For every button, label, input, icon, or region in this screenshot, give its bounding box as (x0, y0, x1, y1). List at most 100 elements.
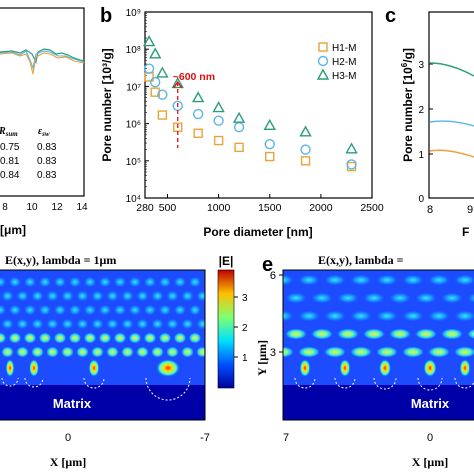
panel-letter-b: b (100, 5, 112, 27)
field-lobe (402, 274, 424, 286)
legend-marker-square (318, 42, 328, 52)
panel-c: c Pore number [106/g] 3 2 1 0 8 9 F (385, 5, 474, 239)
legend: H1-M H2-M H3-M (316, 42, 356, 82)
field-lobe (46, 290, 59, 302)
x-tick-label: 2500 (360, 202, 384, 214)
field-lobe (143, 276, 157, 288)
panel-c-x-tick: 8 (427, 204, 433, 216)
panel-e-y-label: Y [μm] (255, 340, 269, 376)
field-lobe (113, 276, 127, 288)
pore-outline (1, 377, 19, 387)
field-lobe (259, 329, 281, 340)
field-lobe (98, 332, 112, 344)
field-lobe (298, 310, 320, 322)
panel-d: E(x,y), lambda = 1μm Matrix 0 -7 X [μm] … (0, 253, 248, 469)
field-hotspot (339, 359, 351, 377)
data-point-triangle (299, 125, 312, 137)
field-lobe (311, 292, 333, 304)
field-lobe (283, 274, 294, 286)
panel-d-title: E(x,y), lambda = 1μm (5, 253, 116, 267)
y-tick-label: 10⁷ (126, 82, 141, 93)
panel-c-y-tick: 2 (418, 105, 424, 116)
field-lobe (113, 304, 127, 316)
data-point-square (265, 151, 275, 162)
field-lobe (68, 276, 82, 288)
data-point-triangle (232, 111, 246, 123)
panel-d-x-tick: 0 (65, 432, 71, 444)
data-point-square (234, 142, 244, 153)
field-lobe (136, 318, 149, 330)
field-lobe (363, 328, 385, 340)
panel-c-x-label: F (462, 225, 469, 239)
field-lobe (83, 332, 97, 344)
field-lobe (259, 293, 281, 304)
panel-e-matrix-block (283, 385, 474, 420)
field-lobe (151, 290, 164, 302)
field-lobe (83, 276, 97, 288)
field-lobe (350, 274, 372, 286)
field-lobe (415, 328, 437, 340)
data-point-triangle (171, 77, 184, 89)
field-lobe (46, 346, 59, 358)
x-axis-label: Pore diameter [nm] (203, 225, 312, 239)
colorbar-tick: 1 (242, 353, 248, 364)
field-lobe (98, 304, 112, 316)
field-lobe (196, 318, 205, 330)
field-lobe (121, 318, 134, 330)
panel-c-y-label: Pore number [10 (401, 67, 415, 162)
data-point-square (157, 110, 168, 120)
table-header-e: ε (38, 126, 43, 137)
legend-label: H3-M (332, 71, 356, 82)
y-tick-label: 10⁹ (126, 8, 141, 19)
field-lobe (181, 290, 194, 302)
y-tick-label: 10⁵ (126, 157, 141, 168)
panel-c-y-tick: 1 (418, 150, 424, 161)
field-lobe (143, 332, 157, 344)
pore-outlines (294, 377, 474, 391)
panel-d-frame (0, 269, 206, 421)
table-cell: 0.84 (0, 170, 20, 181)
field-lobe (196, 290, 205, 302)
panel-c-y-label-sup: 6 (400, 62, 409, 67)
table-header-r-sub: sum (5, 130, 19, 138)
field-lobe (188, 304, 202, 316)
panel-a-x-label: [μm] (0, 223, 26, 237)
data-point-circle (233, 122, 245, 133)
field-lobe (76, 346, 89, 358)
data-point-circle (157, 89, 168, 100)
panel-e-x-label: X [μm] (412, 455, 448, 469)
svg-text:Rsum: Rsum (0, 126, 18, 138)
colorbar-tick: 3 (242, 293, 248, 304)
table-header-r: R (0, 126, 6, 137)
field-lobe (68, 332, 82, 344)
panel-d-matrix-label: Matrix (53, 396, 92, 411)
field-lobe (61, 346, 74, 358)
x-tick-label: 2000 (309, 202, 333, 214)
panel-c-y-tick: 3 (418, 60, 424, 71)
panel-c-x-tick: 9 (467, 204, 473, 216)
data-point-square (300, 156, 311, 166)
field-hotspot (5, 359, 15, 377)
field-lobe (83, 304, 97, 316)
field-hotspot (423, 359, 437, 377)
field-hotspot (299, 359, 311, 377)
field-hotspot (88, 359, 100, 377)
field-lobe (158, 304, 172, 316)
field-lobe (428, 274, 450, 286)
field-intensity-map (0, 276, 205, 377)
field-lobe (246, 275, 268, 286)
field-lobe (454, 274, 474, 286)
field-lobe (173, 276, 187, 288)
field-lobe (467, 328, 474, 340)
field-lobe (106, 346, 119, 358)
field-lobe (128, 332, 142, 344)
field-lobe (16, 290, 29, 302)
field-intensity-map (246, 274, 474, 377)
field-lobe (166, 290, 179, 302)
chart-frame (144, 11, 373, 199)
panel-d-x-label: X [μm] (50, 455, 86, 469)
field-lobe (61, 318, 74, 330)
panel-letter-c: c (385, 5, 396, 27)
field-lobe (285, 292, 307, 304)
panel-e-title: E(x,y), lambda = (318, 253, 404, 267)
